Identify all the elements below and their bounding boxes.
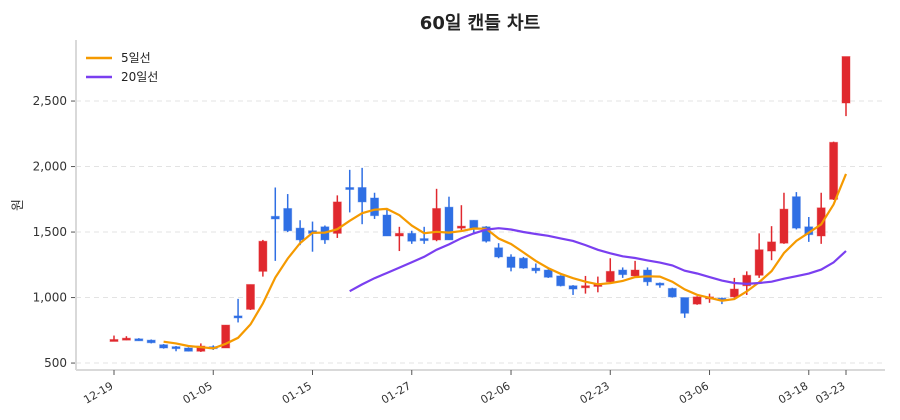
candle-body — [444, 206, 454, 241]
candle-body — [456, 225, 466, 229]
candle-body — [382, 214, 392, 237]
candle-body — [618, 269, 628, 276]
y-tick-label: 2,000 — [33, 160, 67, 174]
candle-body — [742, 274, 752, 287]
candle-body — [754, 249, 764, 276]
candle-body — [221, 324, 231, 349]
ma20-line — [349, 227, 847, 293]
candle-body — [580, 285, 590, 289]
candle-body — [469, 219, 479, 229]
x-tick-label: 01-15 — [280, 379, 314, 406]
candle-body — [419, 238, 429, 242]
candle-body — [183, 347, 193, 352]
candle-body — [245, 283, 255, 310]
x-tick-label: 02-06 — [478, 379, 512, 406]
candle-body — [791, 196, 801, 229]
candle-body — [680, 297, 690, 314]
candle-body — [568, 285, 578, 290]
candle-body — [357, 187, 367, 203]
candle-body — [121, 337, 131, 341]
y-tick-label: 1,500 — [33, 225, 67, 239]
candle-body — [394, 232, 404, 237]
candle-body — [556, 275, 566, 287]
candle-body — [283, 207, 293, 232]
x-tick-label: 01-05 — [181, 379, 215, 406]
candle-body — [605, 270, 615, 283]
candle-body — [531, 267, 541, 272]
x-tick-label: 03-23 — [813, 379, 847, 406]
candle-body — [543, 269, 553, 278]
candle-body — [494, 247, 504, 258]
ma5-line — [163, 173, 848, 350]
candle-body — [655, 282, 665, 286]
candle-body — [779, 208, 789, 244]
candle-body — [767, 241, 777, 252]
candle-body — [370, 197, 380, 217]
candle-body — [506, 256, 516, 268]
candle-body — [345, 187, 355, 191]
candle-body — [481, 226, 491, 242]
candle-body — [432, 207, 442, 241]
candle-body — [407, 232, 417, 242]
x-tick-label: 03-06 — [677, 379, 711, 406]
candle-body — [518, 257, 528, 269]
candle-body — [171, 346, 181, 350]
candle-body — [841, 56, 851, 104]
y-tick-label: 500 — [44, 356, 67, 370]
chart-title: 60일 캔들 차트 — [420, 13, 540, 34]
x-tick-label: 02-23 — [578, 379, 612, 406]
x-tick-label: 01-27 — [379, 379, 413, 406]
candle-body — [829, 141, 839, 200]
candle-body — [109, 338, 119, 342]
y-tick-label: 1,000 — [33, 291, 67, 305]
candle-body — [146, 339, 156, 344]
y-axis-label: 원 — [11, 199, 26, 211]
candle-body — [295, 227, 305, 241]
x-tick-label: 12-19 — [81, 379, 115, 406]
candle-body — [816, 207, 826, 237]
y-tick-label: 2,500 — [33, 94, 67, 108]
legend-label-ma20: 20일선 — [121, 70, 158, 84]
legend-label-ma5: 5일선 — [121, 51, 151, 65]
candle-body — [270, 215, 280, 220]
candle-body — [332, 201, 342, 234]
candle-body — [667, 287, 677, 298]
candle-body — [630, 269, 640, 277]
candle-body — [258, 240, 268, 272]
candle-body — [159, 344, 169, 349]
candle-body — [134, 338, 144, 342]
x-tick-label: 03-18 — [776, 379, 810, 406]
candle-body — [233, 315, 243, 319]
legend: 5일선 20일선 — [86, 51, 158, 84]
candle-body — [692, 296, 702, 305]
candle-body — [729, 288, 739, 298]
